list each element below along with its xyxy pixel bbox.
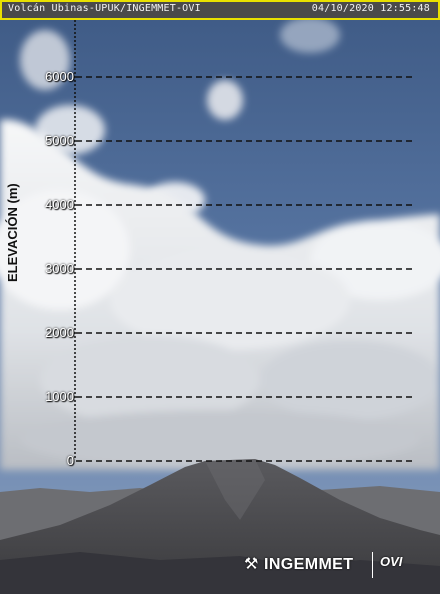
cloud-bank bbox=[0, 119, 440, 470]
ovi-logo: OVI bbox=[380, 554, 403, 569]
elevation-lines bbox=[76, 76, 415, 462]
elevation-axis-label: ELEVACIÓN (m) bbox=[5, 183, 20, 282]
volcano-shade bbox=[205, 459, 265, 520]
tick-label-5000: 5000 bbox=[45, 133, 74, 148]
tick-label-2000: 2000 bbox=[45, 325, 74, 340]
camera-title: Volcán Ubinas-UPUK/INGEMMET-OVI bbox=[8, 3, 201, 14]
foreground-slope bbox=[0, 552, 440, 594]
camera-header: Volcán Ubinas-UPUK/INGEMMET-OVI 04/10/20… bbox=[0, 0, 440, 20]
tick-label-6000: 6000 bbox=[45, 69, 74, 84]
tick-label-0: 0 bbox=[66, 453, 74, 468]
logo-strip: ⚒ INGEMMET OVI bbox=[244, 550, 430, 580]
tick-label-4000: 4000 bbox=[45, 197, 74, 212]
ingemmet-logo: INGEMMET bbox=[264, 556, 354, 573]
timestamp: 04/10/2020 12:55:48 bbox=[311, 3, 430, 14]
tick-label-3000: 3000 bbox=[45, 261, 74, 276]
tick-label-1000: 1000 bbox=[45, 389, 74, 404]
pickaxe-icon: ⚒ bbox=[244, 554, 259, 573]
logo-divider bbox=[372, 552, 373, 578]
